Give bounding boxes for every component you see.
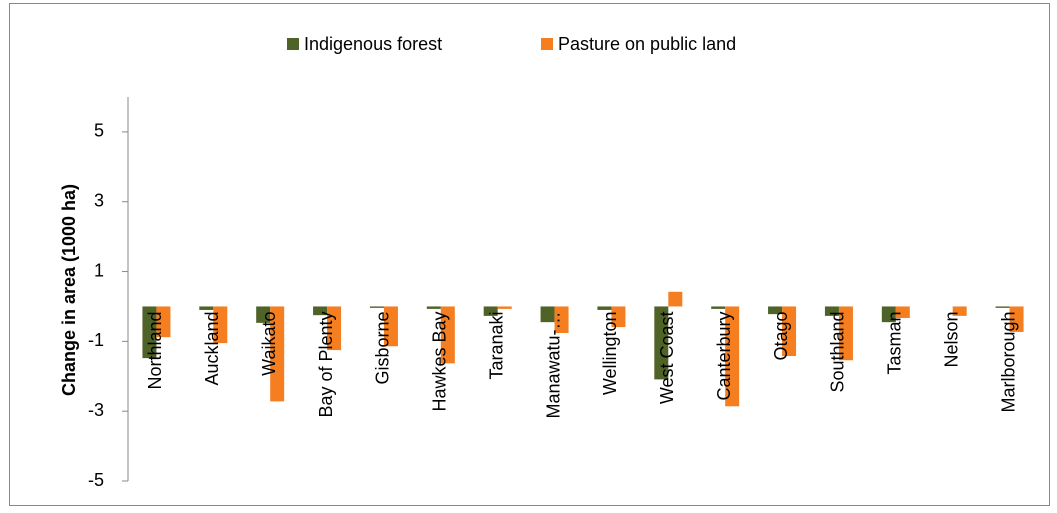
x-tick-label: Tasman <box>885 311 905 374</box>
bar <box>383 306 398 347</box>
bar <box>369 306 384 308</box>
legend-label: Indigenous forest <box>304 34 442 54</box>
x-tick-label: Bay of Plenty <box>316 311 336 417</box>
bar <box>725 306 740 407</box>
legend-label: Pasture on public land <box>558 34 736 54</box>
bar <box>540 306 555 323</box>
bar <box>952 306 967 316</box>
bar <box>156 306 171 338</box>
x-tick-label: Wellington <box>600 311 620 395</box>
x-tick-label: Manawatu-… <box>543 311 563 418</box>
chart-frame <box>9 3 1050 506</box>
bar <box>270 306 285 402</box>
bar <box>256 306 271 323</box>
bar <box>597 306 612 310</box>
bar <box>611 306 626 328</box>
x-tick-label: West Coast <box>657 311 677 404</box>
y-tick-label: -3 <box>88 400 104 420</box>
bar <box>199 306 214 310</box>
x-tick-label: Hawkes Bay <box>430 311 450 411</box>
y-tick-label: 5 <box>94 121 104 141</box>
bar <box>1009 306 1024 332</box>
bar <box>824 306 839 316</box>
x-tick-label: Northland <box>145 311 165 389</box>
y-tick-label: -1 <box>88 330 104 350</box>
bar <box>483 306 498 316</box>
bar <box>881 306 896 323</box>
x-tick-label: Otago <box>771 311 791 360</box>
bar <box>654 306 669 380</box>
bar <box>327 306 342 351</box>
bar <box>995 306 1010 308</box>
bar <box>213 306 228 344</box>
x-tick-label: Auckland <box>202 311 222 385</box>
x-tick-label: Taranaki <box>486 311 506 379</box>
bar <box>142 306 157 359</box>
x-tick-label: Marlborough <box>998 311 1018 412</box>
y-tick-label: -5 <box>88 470 104 490</box>
y-tick-label: 1 <box>94 260 104 280</box>
y-axis-title: Change in area (1000 ha) <box>59 184 79 396</box>
x-tick-label: Canterbury <box>714 311 734 400</box>
legend-swatch <box>287 38 299 50</box>
bar <box>895 306 910 318</box>
legend-swatch <box>541 38 553 50</box>
bar <box>782 306 797 357</box>
x-tick-label: Gisborne <box>373 311 393 384</box>
bar <box>668 291 683 307</box>
bar <box>554 306 569 333</box>
bar <box>497 306 512 309</box>
bar <box>313 306 328 316</box>
x-tick-label: Waikato <box>259 311 279 375</box>
bar <box>711 306 726 309</box>
x-tick-label: Nelson <box>941 311 961 367</box>
bar <box>768 306 783 315</box>
bar <box>426 306 441 309</box>
y-tick-label: 3 <box>94 190 104 210</box>
bar <box>838 306 853 361</box>
bar <box>440 306 455 364</box>
x-tick-label: Southland <box>828 311 848 392</box>
